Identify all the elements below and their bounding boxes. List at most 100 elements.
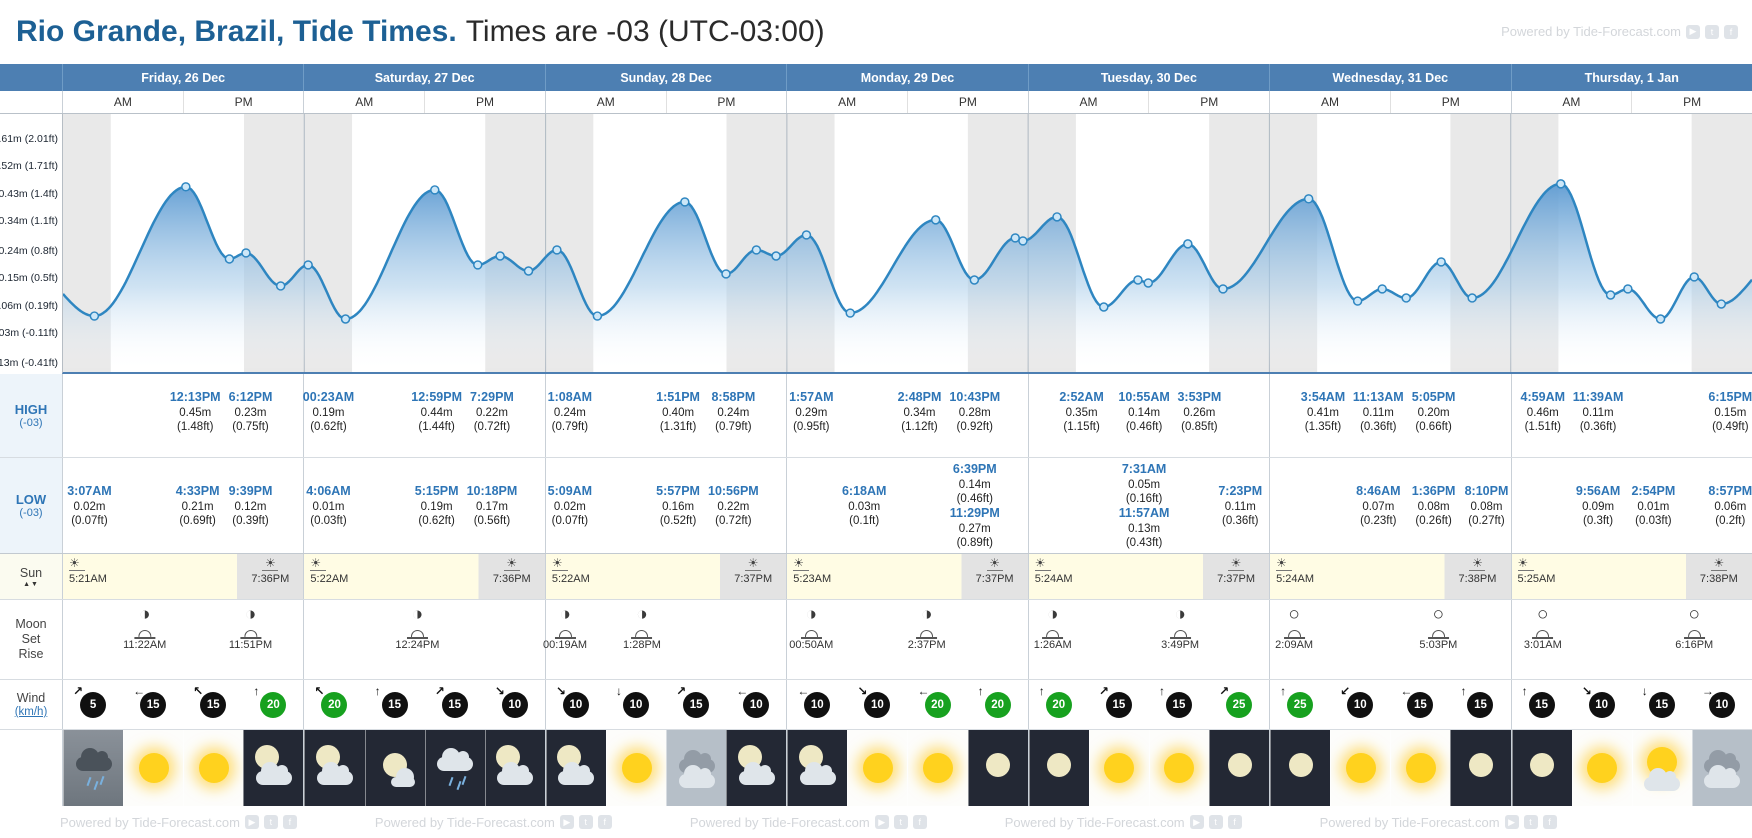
tide-time: 10:18PM	[466, 484, 518, 498]
chart-axis-label: 0.15m (0.5ft)	[0, 272, 58, 285]
watermark-text: Powered by Tide-Forecast.com	[689, 814, 870, 830]
sunset: ☀ 7:37PM	[1203, 557, 1269, 585]
moon-horizon-icon	[406, 630, 428, 639]
social-icon: t	[578, 815, 593, 829]
sunset-icon: ☀	[1469, 557, 1486, 571]
footer-watermark: Powered by Tide-Forecast.com ▶ t f	[690, 815, 927, 830]
sunrise-time: 5:22AM	[310, 573, 349, 585]
weather-icon-night-cloud	[545, 730, 606, 806]
sun-day-cell: ☀ 5:23AM ☀ 7:37PM	[786, 554, 1028, 599]
low-tide-entry: 10:56PM 0.22m (0.72ft)	[708, 484, 759, 528]
tide-height-ft: (0.62ft)	[418, 515, 455, 527]
weather-icon-sun	[907, 730, 968, 806]
sun-day-cell: ☀ 5:22AM ☀ 7:37PM	[544, 554, 787, 599]
moon-phase-icon: ○	[1537, 604, 1549, 625]
wind-label: Wind	[16, 691, 46, 705]
sunset-icon: ☀	[1228, 557, 1245, 571]
low-tide-entry: 4:06AM 0.01m (0.03ft)	[306, 484, 350, 528]
tide-height-ft: (0.39ft)	[232, 515, 269, 527]
wind-direction-arrow: →	[1701, 683, 1714, 698]
tide-height-m: 0.15m	[1714, 406, 1747, 419]
wind-direction-arrow: ↗	[676, 683, 687, 698]
sun-row: Sun ▲▼ ☀ 5:21AM ☀ 7:36PM ☀ 5:22AM ☀ 7:36PM ☀ 5:22…	[0, 554, 1752, 600]
kmh-unit-link[interactable]: (km/h)	[14, 706, 48, 718]
low-tide-entry: 11:57AM 0.13m (0.43ft)	[1119, 506, 1170, 550]
chart-axis-label: 0.06m (0.19ft)	[0, 299, 58, 312]
tide-chart: 0.71m (2.31ft) 0.61m (2.01ft) 0.52m (1.71f…	[0, 114, 1752, 374]
weather-icon-night-cloud	[484, 730, 545, 806]
wind-speed-badge: ↗ 25	[1219, 684, 1253, 718]
footer-watermarks: Powered by Tide-Forecast.com ▶ t f Powered b…	[0, 806, 1752, 838]
moon-time: 3:49PM	[1161, 639, 1200, 651]
tide-height-ft: (0.72ft)	[473, 421, 511, 433]
wind-direction-arrow: ↑	[253, 683, 260, 698]
wind-day-cell: ← 10 ↘ 10 ← 20 ↑ 20	[786, 680, 1027, 729]
sunset-time: 7:37PM	[734, 573, 773, 585]
moon-day-cell: ◑ 11:22AM ◑ 11:51PM	[62, 600, 303, 679]
wind-direction-arrow: ←	[797, 683, 810, 698]
low-tide-entry: 1:36PM 0.08m (0.26ft)	[1412, 484, 1456, 528]
moon-event: ◑ 1:26AM	[1034, 604, 1072, 651]
tide-height-ft: (0.62ft)	[310, 421, 347, 433]
low-tide-entry: 5:15PM 0.19m (0.62ft)	[415, 484, 459, 528]
chart-axis-label: -0.03m (-0.11ft)	[0, 326, 58, 339]
high-tide-entry: 10:55AM 0.14m (0.46ft)	[1118, 390, 1169, 434]
pm-label: PM	[1148, 91, 1269, 113]
wind-direction-arrow: ↑	[1158, 683, 1165, 698]
wind-speed-badge: ↑ 15	[1460, 684, 1494, 718]
sunrise-icon: ☀	[793, 557, 810, 571]
sun-day-cell: ☀ 5:24AM ☀ 7:38PM	[1269, 554, 1511, 599]
tide-time: 5:15PM	[414, 484, 459, 498]
tide-time: 8:46AM	[1356, 484, 1401, 498]
sunset-time: 7:37PM	[975, 573, 1014, 585]
social-icon: ▶	[559, 815, 574, 829]
wind-cell: ↑ 20	[968, 680, 1028, 729]
watermark-text: Powered by Tide-Forecast.com	[60, 814, 240, 830]
tide-height-m: 0.22m	[475, 406, 508, 419]
wind-cell: ↖ 15	[183, 680, 243, 729]
high-tide-entry: 1:51PM 0.40m (1.31ft)	[656, 390, 700, 434]
social-icon: ▶	[1189, 815, 1204, 829]
high-tide-entry: 7:29PM 0.22m (0.72ft)	[470, 390, 514, 434]
wind-speed-badge: ↑ 20	[253, 684, 287, 718]
weather-day-cell	[1027, 730, 1270, 806]
tide-height-ft: (0.03ft)	[1635, 515, 1672, 527]
moon-horizon-icon	[240, 630, 262, 639]
sunrise-time: 5:24AM	[1034, 573, 1073, 585]
tide-time: 6:15PM	[1708, 390, 1752, 404]
day-header: Tuesday, 30 Dec	[1027, 64, 1269, 91]
weather-icon-cloud	[666, 730, 727, 806]
weather-day-cell	[544, 730, 787, 806]
tide-height-ft: (0.36ft)	[1360, 421, 1397, 433]
high-tide-day-cell: 12:13PM 0.45m (1.48ft) 6:12PM 0.23m (0.75ft)	[62, 374, 303, 457]
sunrise: ☀ 5:21AM	[69, 557, 107, 585]
high-tide-day-cell: 2:52AM 0.35m (1.15ft) 10:55AM 0.14m (0.46ft) 3…	[1027, 374, 1269, 457]
wind-cell: ↘ 10	[1572, 680, 1632, 729]
am-label: AM	[355, 95, 374, 109]
tide-height-ft: (0.56ft)	[473, 515, 511, 527]
wind-cell: ↗ 15	[666, 680, 726, 729]
tide-time: 8:10PM	[1464, 484, 1509, 498]
high-tide-entry: 5:05PM 0.20m (0.66ft)	[1412, 390, 1456, 434]
moon-phase-icon: ◑	[805, 604, 818, 625]
sunrise: ☀ 5:24AM	[1276, 557, 1314, 585]
moon-phase-icon: ◑	[1046, 604, 1059, 625]
sunrise: ☀ 5:22AM	[551, 557, 590, 585]
tide-height-ft: (0.75ft)	[232, 421, 269, 433]
sunrise-time: 5:22AM	[551, 573, 590, 585]
wind-direction-arrow: ↘	[1581, 683, 1592, 698]
ampm-cell: AM PM	[786, 91, 1027, 113]
wind-direction-arrow: ↑	[1460, 683, 1467, 698]
tide-height-m: 0.08m	[1470, 500, 1503, 513]
day-header: Thursday, 1 Jan	[1510, 64, 1752, 91]
weather-day-cell	[62, 730, 304, 806]
am-label: AM	[1562, 95, 1581, 109]
wind-cell: ↘ 10	[847, 680, 907, 729]
wind-cell: ↑ 20	[243, 680, 303, 729]
high-tide-entry: 10:43PM 0.28m (0.92ft)	[949, 390, 1000, 434]
sunset: ☀ 7:38PM	[1444, 557, 1510, 585]
tide-height-ft: (0.07ft)	[71, 515, 108, 527]
high-tide-day-cell: 3:54AM 0.41m (1.35ft) 11:13AM 0.11m (0.36ft) 5…	[1269, 374, 1510, 457]
moon-phase-icon: ○	[1432, 604, 1445, 625]
tide-time: 8:57PM	[1708, 484, 1752, 498]
